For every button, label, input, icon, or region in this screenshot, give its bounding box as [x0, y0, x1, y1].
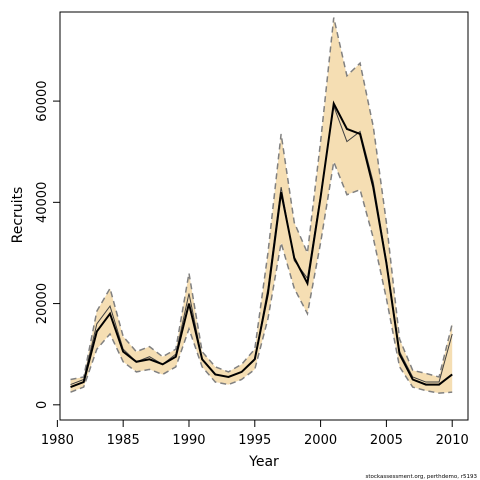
upper-interval-line	[70, 17, 453, 381]
x-tick-label: 2010	[436, 433, 469, 448]
footer-credit: stockassessment.org, perthdemo, r5193	[366, 474, 478, 480]
x-tick-label: 1985	[107, 433, 140, 448]
x-axis: 1980 1985 1990 1995 2000 2005 2010	[41, 420, 469, 448]
x-tick-label: 2000	[304, 433, 337, 448]
plot-area	[59, 11, 469, 421]
x-axis-title: Year	[248, 454, 279, 470]
y-axis-title: Recruits	[10, 187, 26, 244]
y-tick-label: 40000	[35, 182, 50, 223]
y-tick-label: 20000	[35, 283, 50, 324]
y-tick-label: 0	[35, 401, 50, 409]
x-tick-label: 1995	[238, 433, 271, 448]
y-tick-label: 60000	[35, 80, 50, 121]
confidence-band	[70, 17, 453, 394]
plot-frame	[59, 11, 469, 421]
x-tick-label: 1990	[172, 433, 205, 448]
y-axis: 0 20000 40000 60000	[35, 80, 60, 409]
lower-interval-line	[70, 159, 453, 394]
x-tick-label: 1980	[41, 433, 74, 448]
x-tick-label: 2005	[370, 433, 403, 448]
estimate-line	[70, 100, 453, 389]
